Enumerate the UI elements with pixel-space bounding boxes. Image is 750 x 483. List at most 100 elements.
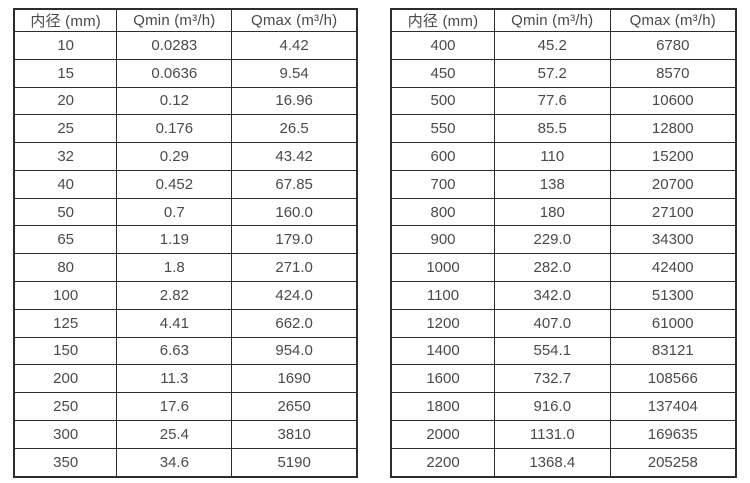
flow-spec-table-large-diameters: 内径 (mm) Qmin (m³/h) Qmax (m³/h) 400 45.2 6780… <box>390 8 737 478</box>
table-cell: 20700 <box>609 169 737 199</box>
table-cell: 150 <box>13 336 118 366</box>
table-row: 1600 732.7 108566 <box>390 364 737 394</box>
table-cell: 1.19 <box>116 225 233 255</box>
table-row: 40 0.452 67.85 <box>13 169 358 199</box>
table-cell: 50 <box>13 197 118 227</box>
table-row: 550 85.5 12800 <box>390 114 737 144</box>
table-cell: 662.0 <box>231 308 358 338</box>
table-row: 20 0.12 16.96 <box>13 86 358 116</box>
table-row: 32 0.29 43.42 <box>13 142 358 171</box>
table-row: 100 2.82 424.0 <box>13 281 358 310</box>
table-row: 150 6.63 954.0 <box>13 336 358 366</box>
table-row: 800 180 27100 <box>390 197 737 227</box>
table-cell: 250 <box>13 392 118 421</box>
table-row: 80 1.8 271.0 <box>13 253 358 283</box>
table-cell: 20 <box>13 86 118 116</box>
table-cell: 700 <box>390 169 495 199</box>
table-cell: 350 <box>13 447 118 478</box>
table-row: 65 1.19 179.0 <box>13 225 358 255</box>
table-cell: 0.176 <box>116 114 233 144</box>
table-cell: 900 <box>390 225 495 255</box>
table-cell: 554.1 <box>494 336 611 366</box>
table-cell: 0.0283 <box>116 31 233 60</box>
table-cell: 0.0636 <box>116 58 233 88</box>
table-cell: 0.12 <box>116 86 233 116</box>
table-cell: 6.63 <box>116 336 233 366</box>
table-cell: 25 <box>13 114 118 144</box>
table-cell: 125 <box>13 308 118 338</box>
table-cell: 2000 <box>390 419 495 449</box>
table-cell: 3810 <box>231 419 358 449</box>
table-cell: 15200 <box>609 142 737 171</box>
table-row: 700 138 20700 <box>390 169 737 199</box>
table-cell: 12800 <box>609 114 737 144</box>
table-row: 2000 1131.0 169635 <box>390 419 737 449</box>
table-cell: 0.7 <box>116 197 233 227</box>
table-cell: 916.0 <box>494 392 611 421</box>
table-row: 2200 1368.4 205258 <box>390 447 737 478</box>
table-cell: 11.3 <box>116 364 233 394</box>
table-row: 1800 916.0 137404 <box>390 392 737 421</box>
table-row: 15 0.0636 9.54 <box>13 58 358 88</box>
column-header: Qmax (m³/h) <box>609 8 737 32</box>
column-header: 内径 (mm) <box>390 8 495 32</box>
table-cell: 271.0 <box>231 253 358 283</box>
table-cell: 954.0 <box>231 336 358 366</box>
table-row: 50 0.7 160.0 <box>13 197 358 227</box>
table-cell: 1000 <box>390 253 495 283</box>
table-row: 1000 282.0 42400 <box>390 253 737 283</box>
table-row: 450 57.2 8570 <box>390 58 737 88</box>
table-cell: 550 <box>390 114 495 144</box>
table-cell: 180 <box>494 197 611 227</box>
table-row: 125 4.41 662.0 <box>13 308 358 338</box>
table-cell: 200 <box>13 364 118 394</box>
table-row: 300 25.4 3810 <box>13 419 358 449</box>
table-cell: 179.0 <box>231 225 358 255</box>
table-cell: 407.0 <box>494 308 611 338</box>
table-cell: 2.82 <box>116 281 233 310</box>
table-cell: 1600 <box>390 364 495 394</box>
table-cell: 43.42 <box>231 142 358 171</box>
table-cell: 9.54 <box>231 58 358 88</box>
table-cell: 229.0 <box>494 225 611 255</box>
table-cell: 34300 <box>609 225 737 255</box>
table-cell: 137404 <box>609 392 737 421</box>
table-cell: 65 <box>13 225 118 255</box>
table-row: 350 34.6 5190 <box>13 447 358 478</box>
table-cell: 45.2 <box>494 31 611 60</box>
table-cell: 61000 <box>609 308 737 338</box>
table-cell: 500 <box>390 86 495 116</box>
table-cell: 57.2 <box>494 58 611 88</box>
table-cell: 400 <box>390 31 495 60</box>
table-cell: 27100 <box>609 197 737 227</box>
table-row: 900 229.0 34300 <box>390 225 737 255</box>
table-cell: 1200 <box>390 308 495 338</box>
table-row: 25 0.176 26.5 <box>13 114 358 144</box>
table-cell: 16.96 <box>231 86 358 116</box>
table-cell: 342.0 <box>494 281 611 310</box>
table-cell: 450 <box>390 58 495 88</box>
table-cell: 1368.4 <box>494 447 611 478</box>
table-cell: 169635 <box>609 419 737 449</box>
table-cell: 300 <box>13 419 118 449</box>
table-cell: 26.5 <box>231 114 358 144</box>
table-cell: 205258 <box>609 447 737 478</box>
table-cell: 51300 <box>609 281 737 310</box>
table-cell: 5190 <box>231 447 358 478</box>
table-cell: 282.0 <box>494 253 611 283</box>
header-row: 内径 (mm) Qmin (m³/h) Qmax (m³/h) <box>390 8 737 32</box>
column-header: 内径 (mm) <box>13 8 118 32</box>
table-row: 200 11.3 1690 <box>13 364 358 394</box>
table-cell: 77.6 <box>494 86 611 116</box>
table-cell: 4.42 <box>231 31 358 60</box>
table-cell: 10 <box>13 31 118 60</box>
table-cell: 2200 <box>390 447 495 478</box>
table-cell: 15 <box>13 58 118 88</box>
table-cell: 1.8 <box>116 253 233 283</box>
table-row: 1200 407.0 61000 <box>390 308 737 338</box>
table-cell: 4.41 <box>116 308 233 338</box>
table-cell: 2650 <box>231 392 358 421</box>
table-row: 600 110 15200 <box>390 142 737 171</box>
table-cell: 1131.0 <box>494 419 611 449</box>
table-row: 1400 554.1 83121 <box>390 336 737 366</box>
